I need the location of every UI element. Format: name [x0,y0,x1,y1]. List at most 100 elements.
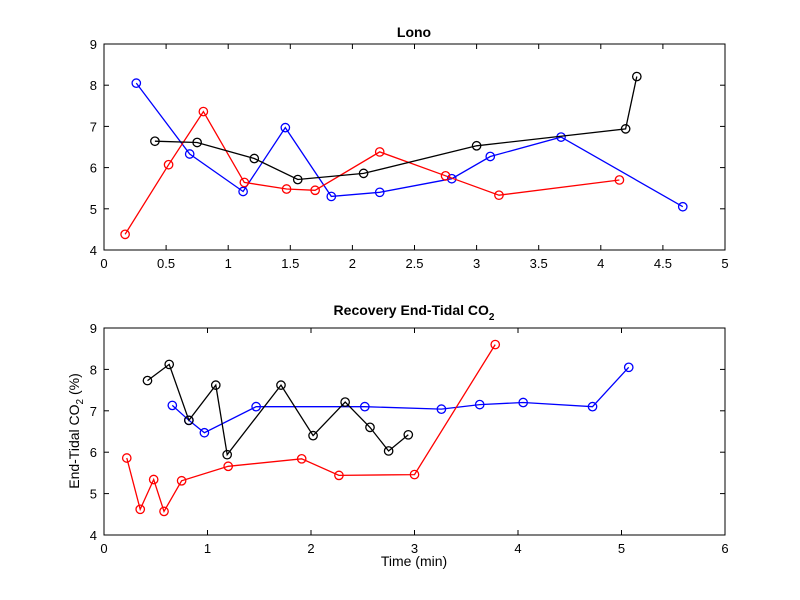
data-point [167,400,178,411]
data-point [518,397,529,408]
series-line-1 [126,344,496,513]
data-point [142,375,153,386]
x-tick-label: 5 [618,541,625,556]
data-point [403,429,414,440]
plot-area: 0 0.5 1 1.5 2 2.5 3 3.5 4 4.5 5 4 5 6 7 8 9 [90,37,729,271]
data-point [490,339,501,350]
series-line-2 [147,363,409,457]
y-tick-label: 8 [90,78,97,93]
data-point [374,187,385,198]
data-point [163,159,174,170]
data-point [623,362,634,373]
data-point [192,137,202,148]
data-point [184,149,195,159]
y-tick-label: 8 [90,362,97,377]
data-point [222,449,233,460]
chart-recovery-end-tidal-co2: Recovery End-Tidal CO2 Time (min) End-Ti… [66,302,729,569]
series-line-0 [171,366,630,434]
plot-area: 0 1 2 3 4 5 6 4 5 6 7 8 9 [90,321,729,556]
data-point [308,430,318,441]
chart-lono: Lono 0 0.5 1 1.5 2 2.5 3 3.5 4 4.5 5 4 5 6 7 8 9 [90,24,729,271]
y-tick-label: 9 [90,37,97,52]
data-point [436,404,447,414]
y-tick-label: 9 [90,321,97,336]
x-tick-label: 3 [473,256,480,271]
data-point [280,122,291,133]
data-point [281,184,292,194]
data-point [199,427,210,438]
data-point [176,475,187,486]
data-point [409,469,420,480]
y-tick-label: 6 [90,445,97,460]
y-tick-label: 5 [90,202,97,217]
data-point [120,229,130,240]
data-point [310,185,320,196]
x-tick-label: 0.5 [157,256,175,271]
x-tick-label: 2.5 [405,256,423,271]
data-point [296,453,307,464]
data-point [238,186,248,197]
data-point [292,174,303,185]
series-line-1 [124,110,620,235]
data-point [485,151,496,162]
data-point [631,71,642,82]
data-point [326,191,337,202]
y-tick-label: 7 [90,404,97,419]
data-point [587,401,598,412]
x-tick-label: 4 [514,541,521,556]
y-axis-label-subscript: 2 [75,398,86,404]
y-axis-label: End-Tidal CO2 (%) [66,373,86,489]
data-point [440,170,451,181]
data-point [276,380,286,390]
data-point [135,504,146,515]
chart-title: Recovery End-Tidal CO2 [334,302,495,323]
data-point [471,140,482,151]
data-point [358,168,369,179]
x-tick-label: 2 [349,256,356,271]
data-point [365,422,375,433]
x-tick-label: 4.5 [654,256,672,271]
data-point [210,380,221,390]
x-tick-label: 6 [721,541,728,556]
series-line-0 [135,82,684,208]
data-point [131,78,142,88]
data-point [159,506,169,517]
x-tick-label: 2 [307,541,314,556]
data-point [446,173,457,184]
y-tick-label: 5 [90,487,97,502]
chart-title-subscript: 2 [489,312,495,323]
data-point [359,401,370,412]
y-tick-label: 7 [90,119,97,134]
data-point [121,453,132,463]
x-tick-label: 3.5 [530,256,548,271]
data-point [164,359,175,370]
x-tick-label: 0 [100,541,107,556]
data-point [374,147,385,157]
y-tick-label: 6 [90,161,97,176]
data-point [614,175,625,185]
data-point [198,106,209,117]
data-point [251,401,261,412]
x-tick-label: 1 [204,541,211,556]
x-tick-label: 1 [225,256,232,271]
data-point [494,190,504,201]
x-tick-label: 3 [411,541,418,556]
data-point [184,415,194,426]
y-axis-label-suffix: (%) [66,373,82,399]
y-tick-label: 4 [90,243,97,258]
y-tick-label: 4 [90,528,97,543]
axes-box [103,327,726,536]
data-point [150,136,160,147]
data-point [677,201,688,212]
data-point [474,399,485,410]
x-tick-label: 5 [721,256,728,271]
x-tick-label: 4 [597,256,604,271]
data-point [239,177,250,188]
series-line-2 [154,76,638,181]
y-axis-label-main: End-Tidal CO [66,404,82,488]
x-axis-label: Time (min) [381,553,447,569]
data-point [148,474,159,485]
data-point [383,446,394,456]
chart-title: Lono [397,24,431,40]
